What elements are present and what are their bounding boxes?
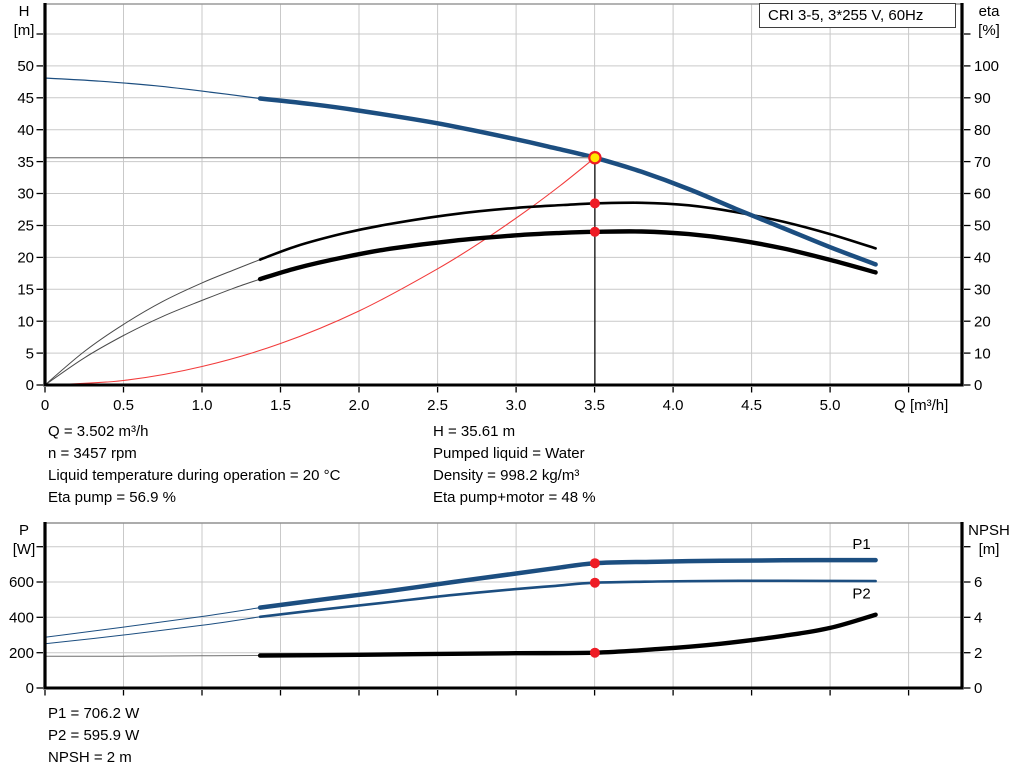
left-axis-tick-label: 35: [17, 154, 34, 171]
left-axis-tick-label: 15: [17, 282, 34, 299]
x-axis-tick-label: 3.5: [584, 397, 605, 414]
right-axis-unit: [m]: [979, 541, 1000, 558]
left-axis-tick-label: 20: [17, 250, 34, 267]
right-axis-tick-label: 50: [974, 218, 991, 235]
x-axis-tick-label: 0.5: [113, 397, 134, 414]
right-axis-unit: [%]: [978, 22, 1000, 39]
p1-curve-thin: [44, 607, 261, 638]
right-axis-tick-label: 30: [974, 282, 991, 299]
p2-curve-thin: [44, 616, 261, 645]
power-npsh-info: P1 = 706.2 W P2 = 595.9 W NPSH = 2 m: [48, 703, 139, 769]
right-axis-title: NPSH: [968, 522, 1010, 539]
p2-point: [589, 577, 600, 588]
info-liquid-temperature: Liquid temperature during operation = 20…: [48, 467, 341, 484]
right-axis-title: eta: [979, 3, 1001, 20]
p1-curve: [257, 557, 878, 610]
right-axis-tick-label: 6: [974, 574, 982, 591]
left-axis-tick-label: 400: [9, 610, 34, 627]
left-axis-tick-label: 200: [9, 645, 34, 662]
x-axis-tick-label: 1.0: [192, 397, 213, 414]
x-axis-tick-label: 2.0: [349, 397, 370, 414]
left-axis-tick-label: 30: [17, 186, 34, 203]
p2-curve: [258, 579, 877, 619]
info-npsh: NPSH = 2 m: [48, 749, 132, 766]
right-axis-tick-label: 4: [974, 610, 982, 627]
x-axis-tick-label: 0: [41, 397, 49, 414]
left-axis-tick-label: 0: [26, 377, 34, 394]
x-axis-tick-label: 3.0: [506, 397, 527, 414]
info-flow: Q = 3.502 m³/h: [48, 423, 149, 440]
right-axis-tick-label: 60: [974, 186, 991, 203]
info-p1: P1 = 706.2 W: [48, 705, 140, 722]
pump-title-box: CRI 3-5, 3*255 V, 60Hz: [759, 3, 956, 28]
info-speed: n = 3457 rpm: [48, 445, 137, 462]
x-axis-tick-label: 2.5: [427, 397, 448, 414]
info-pumped-liquid: Pumped liquid = Water: [433, 445, 585, 462]
right-axis-tick-label: 40: [974, 250, 991, 267]
duty-point: [588, 150, 602, 165]
system-curve: [44, 157, 596, 386]
right-axis-tick-label: 0: [974, 680, 982, 697]
left-axis-tick-label: 0: [26, 680, 34, 697]
npsh-curve-thin: [44, 655, 261, 657]
left-axis-tick-label: 45: [17, 90, 34, 107]
right-axis-tick-label: 20: [974, 313, 991, 330]
right-axis-tick-label: 70: [974, 154, 991, 171]
left-axis-tick-label: 50: [17, 58, 34, 75]
info-eta-pump-motor: Eta pump+motor = 48 %: [433, 489, 596, 506]
operating-point-info-right: H = 35.61 m Pumped liquid = Water Densit…: [433, 421, 596, 509]
x-axis-tick-label: 5.0: [820, 397, 841, 414]
operating-point-info-left: Q = 3.502 m³/h n = 3457 rpm Liquid tempe…: [48, 421, 340, 509]
x-axis-tick-label: 4.0: [663, 397, 684, 414]
npsh-point: [589, 647, 600, 658]
right-axis-tick-label: 90: [974, 90, 991, 107]
eta-pump-motor-point: [589, 226, 600, 237]
pump-title: CRI 3-5, 3*255 V, 60Hz: [768, 7, 924, 24]
qh-curve-thin: [44, 77, 261, 100]
eta-pump-point: [589, 198, 600, 209]
info-p2: P2 = 595.9 W: [48, 727, 140, 744]
left-axis-tick-label: 5: [26, 345, 34, 362]
right-axis-tick-label: 0: [974, 377, 982, 394]
x-axis-tick-label: 4.5: [741, 397, 762, 414]
eta-pump-curve-thin: [44, 259, 261, 386]
eta-pump-motor-curve: [257, 229, 878, 282]
left-axis-unit: [W]: [13, 541, 36, 558]
info-eta-pump: Eta pump = 56.9 %: [48, 489, 176, 506]
eta-pump-motor-curve-thin: [44, 278, 261, 386]
x-axis-unit-label: Q [m³/h]: [894, 397, 948, 414]
right-axis-tick-label: 80: [974, 122, 991, 139]
left-axis-title: P: [19, 522, 29, 539]
right-axis-tick-label: 10: [974, 345, 991, 362]
left-axis-tick-label: 40: [17, 122, 34, 139]
left-axis-tick-label: 10: [17, 313, 34, 330]
right-axis-tick-label: 100: [974, 58, 999, 75]
p2-curve-label: P2: [852, 585, 870, 602]
info-head: H = 35.61 m: [433, 423, 516, 440]
left-axis-unit: [m]: [14, 22, 35, 39]
right-axis-tick-label: 2: [974, 645, 982, 662]
p1-point: [589, 558, 600, 569]
left-axis-tick-label: 600: [9, 574, 34, 591]
left-axis-title: H: [19, 3, 30, 20]
x-axis-tick-label: 1.5: [270, 397, 291, 414]
p1-curve-label: P1: [852, 536, 870, 553]
info-density: Density = 998.2 kg/m³: [433, 467, 580, 484]
npsh-curve: [257, 612, 878, 658]
left-axis-tick-label: 25: [17, 218, 34, 235]
eta-pump-curve: [258, 201, 877, 261]
